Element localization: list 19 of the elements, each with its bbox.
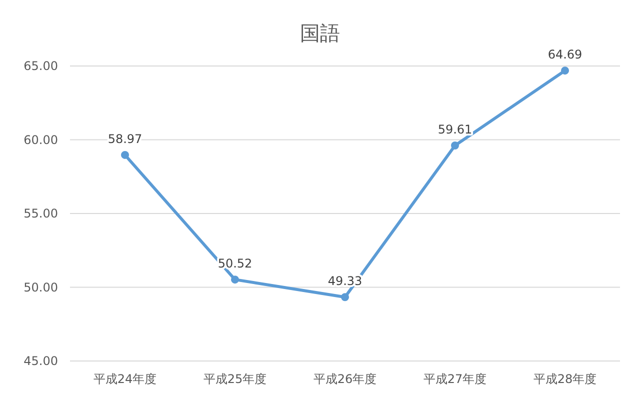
x-tick-label: 平成28年度 (533, 372, 597, 386)
y-tick-label: 65.00 (24, 59, 58, 73)
x-tick-label: 平成27年度 (423, 372, 487, 386)
point (121, 150, 129, 159)
point (341, 293, 349, 302)
y-tick-label: 60.00 (24, 132, 58, 147)
data-label: 64.69 (548, 48, 582, 62)
point (561, 66, 569, 75)
y-tick-label: 45.00 (24, 354, 58, 368)
chart-title: 国語 (300, 21, 340, 45)
x-tick-label: 平成24年度 (93, 372, 157, 386)
x-tick-label: 平成25年度 (203, 372, 267, 386)
y-tick-label: 50.00 (24, 280, 58, 294)
x-tick-label: 平成26年度 (313, 372, 377, 386)
y-tick-label: 55.00 (24, 206, 58, 220)
point (231, 276, 239, 284)
point (451, 142, 459, 150)
data-label: 59.61 (438, 122, 472, 137)
data-label: 58.97 (108, 132, 142, 146)
